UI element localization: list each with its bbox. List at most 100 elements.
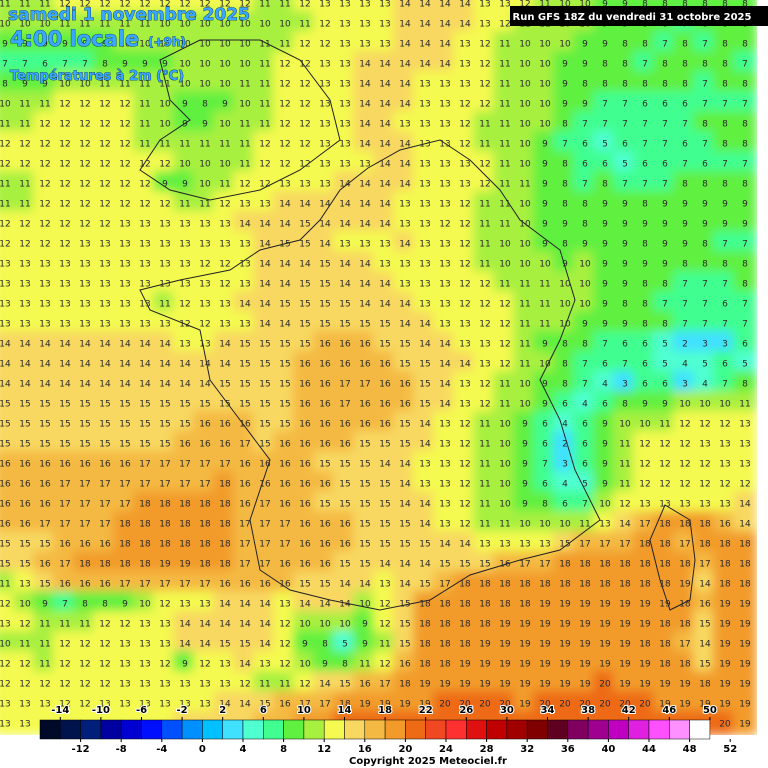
temperature-value: 14 [79,340,91,350]
temperature-value: 12 [639,440,650,450]
temperature-value: 12 [459,480,470,490]
temperature-value: 13 [59,300,70,310]
temperature-value: 13 [699,500,710,510]
temperature-value: 17 [199,580,210,590]
temperature-value: 14 [159,380,171,390]
temperature-value: 11 [739,400,750,410]
temperature-value: 6 [582,460,588,470]
temperature-value: 19 [719,600,731,610]
temperature-value: 14 [259,260,271,270]
temperature-value: 16 [19,480,31,490]
temperature-value: 18 [119,560,131,570]
temperature-value: 14 [419,560,431,570]
temperature-value: 15 [279,420,290,430]
temperature-value: 14 [259,600,271,610]
temperature-value: 15 [139,440,150,450]
temperature-value: 14 [279,200,291,210]
temperature-cell [0,371,17,395]
temperature-value: 16 [339,540,351,550]
temperature-value: 14 [219,600,231,610]
temperature-value: 19 [479,660,491,670]
temperature-value: 19 [619,640,631,650]
temperature-value: 17 [139,460,150,470]
temperature-value: 14 [99,340,111,350]
temperature-value: 18 [179,520,191,530]
temperature-value: 11 [119,80,130,90]
temperature-value: 8 [742,380,748,390]
temperature-value: 15 [99,420,110,430]
temperature-value: 9 [562,60,568,70]
temperature-value: 12 [699,460,710,470]
temperature-value: 14 [139,340,151,350]
temperature-value: 11 [279,680,290,690]
temperature-value: 12 [79,140,90,150]
temperature-value: 13 [279,180,290,190]
temperature-value: 15 [39,440,50,450]
temperature-value: 16 [259,580,271,590]
temperature-value: 14 [399,480,411,490]
temperature-value: 16 [79,460,91,470]
temperature-value: 8 [582,340,588,350]
temperature-value: 15 [399,340,410,350]
temperature-value: 12 [659,480,670,490]
temperature-value: 3 [682,380,688,390]
temperature-value: 7 [582,180,588,190]
temperature-value: 9 [182,660,188,670]
temperature-value: 19 [739,600,751,610]
temperature-value: 17 [59,520,70,530]
temperature-value: 19 [619,620,631,630]
temperature-value: 15 [159,400,170,410]
temperature-value: 14 [179,640,191,650]
temperature-value: 6 [642,380,648,390]
temperature-value: 13 [179,280,190,290]
temperature-value: 13 [739,420,750,430]
temperature-value: 6 [662,380,668,390]
temperature-value: 19 [739,620,751,630]
temperature-value: 18 [739,540,751,550]
temperature-value: 13 [459,340,470,350]
temperature-value: 9 [82,40,88,50]
run-label: Run GFS 18Z du vendredi 31 octobre 2025 [513,12,752,23]
temperature-value: 12 [59,0,70,10]
temperature-value: 15 [259,380,270,390]
temperature-value: 19 [739,720,751,730]
temperature-value: 14 [379,80,391,90]
temperature-cell [0,691,17,715]
temperature-value: 11 [19,0,30,10]
temperature-cell [0,51,17,75]
temperature-value: 13 [339,0,350,10]
temperature-value: 13 [39,280,50,290]
temperature-value: 11 [499,180,510,190]
temperature-value: 10 [0,100,11,110]
temperature-value: 16 [299,540,311,550]
temperature-value: 12 [319,40,330,50]
temperature-value: 9 [182,120,188,130]
temperature-value: 15 [279,240,290,250]
temperature-value: 19 [719,700,731,710]
temperature-value: 11 [479,460,490,470]
colorbar-label: 24 [439,744,453,755]
temperature-value: 8 [722,0,728,10]
offset: (+9h) [148,35,186,49]
temperature-value: 12 [139,160,150,170]
temperature-value: 9 [602,420,608,430]
temperature-value: 10 [499,420,511,430]
temperature-value: 13 [139,260,150,270]
coastlines [139,39,696,611]
temperature-value: 18 [659,640,671,650]
temperature-value: 11 [139,20,150,30]
temperature-value: 11 [99,80,110,90]
temperature-value: 12 [219,260,230,270]
temperature-value: 11 [279,0,290,10]
temperature-value: 17 [139,580,150,590]
temperature-value: 16 [299,560,311,570]
temperature-value: 8 [642,0,648,10]
temperature-value: 16 [279,500,291,510]
temperature-value: 18 [399,680,411,690]
temperature-value: 11 [159,140,170,150]
temperature-value: 15 [379,440,390,450]
temperature-value: 13 [159,620,170,630]
temperature-value: 13 [159,260,170,270]
temperature-value: 12 [19,220,30,230]
colorbar-label: 4 [240,744,247,755]
